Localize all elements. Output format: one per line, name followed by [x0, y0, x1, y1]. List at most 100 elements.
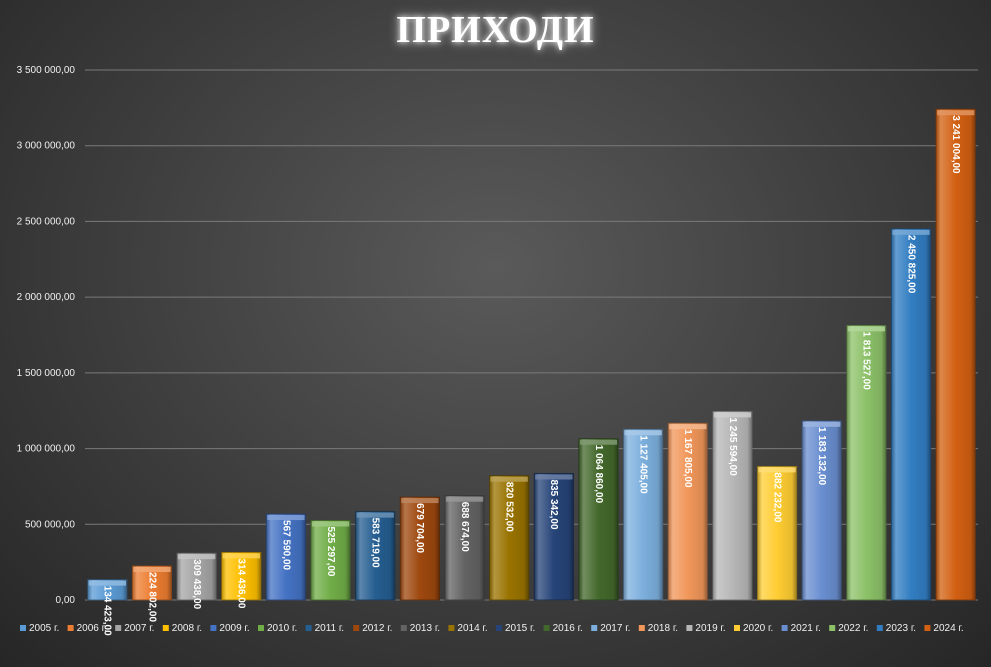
legend-swatch [496, 625, 502, 631]
y-tick-label: 2 000 000,00 [17, 292, 76, 303]
data-label: 882 232,00 [771, 472, 782, 522]
bar-2022г [846, 324, 887, 601]
bar-bevel [490, 476, 528, 482]
bar-2020г [757, 466, 798, 601]
legend-swatch [162, 625, 169, 631]
legend-swatch [353, 625, 360, 631]
bar-2015г [533, 473, 574, 601]
legend: 2005 г. 2006 г. 2007 г. 2008 г. 2009 г. 2010 … [20, 623, 964, 634]
legend-swatch [638, 625, 645, 631]
bar-bevel [401, 498, 439, 504]
bar-2010г [310, 520, 351, 601]
y-tick-label: 3 500 000,00 [17, 65, 76, 76]
y-tick-label: 500 000,00 [25, 519, 75, 530]
legend-swatch [829, 625, 836, 631]
legend-swatch [876, 625, 883, 631]
legend-label: 2024 г. [933, 623, 963, 634]
legend-swatch [305, 625, 312, 631]
legend-swatch [686, 625, 693, 631]
legend-label: 2012 г. [362, 623, 392, 634]
bar-bevel [311, 521, 350, 527]
data-label: 309 438,00 [191, 559, 202, 609]
legend-label: 2009 г. [219, 623, 249, 634]
legend-label: 2020 г. [743, 623, 773, 634]
bar-2014г [489, 475, 530, 601]
data-label: 224 802,00 [146, 572, 157, 622]
bar-bevel [579, 439, 618, 445]
legend-label: 2005 г. [29, 623, 59, 634]
legend-swatch [734, 625, 740, 631]
data-label: 688 674,00 [459, 502, 470, 552]
y-tick-label: 1 500 000,00 [17, 368, 76, 379]
bar-2007г [176, 552, 217, 601]
legend-label: 2006 г. [77, 623, 107, 634]
bar-2009г [265, 513, 306, 601]
data-label: 525 297,00 [325, 526, 336, 576]
data-label: 583 719,00 [370, 518, 381, 568]
legend-swatch [400, 625, 407, 631]
legend-label: 2018 г. [648, 623, 678, 634]
y-tick-label: 2 500 000,00 [17, 216, 76, 227]
legend-swatch [781, 625, 788, 631]
bar-2011г [355, 511, 396, 601]
legend-label: 2017 г. [600, 623, 630, 634]
legend-label: 2011 г. [315, 623, 345, 634]
bar-bevel [222, 553, 260, 559]
legend-label: 2014 г. [457, 623, 487, 634]
legend-label: 2016 г. [553, 623, 583, 634]
bar-2024г [935, 108, 976, 601]
bar-bevel [847, 326, 886, 332]
legend-swatch [258, 625, 264, 631]
legend-swatch [924, 625, 931, 631]
legend-swatch [543, 625, 550, 631]
data-label: 3 241 004,00 [950, 115, 961, 174]
bar-bevel [535, 474, 573, 480]
legend-label: 2021 г. [791, 623, 821, 634]
legend-swatch [20, 625, 26, 631]
bar-2021г [801, 420, 842, 601]
y-tick-label: 0,00 [56, 595, 76, 606]
legend-label: 2023 г. [886, 623, 916, 634]
data-label: 1 127 405,00 [637, 435, 648, 494]
data-label: 1 183 132,00 [816, 427, 827, 486]
data-label: 314 436,00 [236, 558, 247, 608]
chart-title: ПРИХОДИ [396, 9, 595, 51]
bar-bevel [624, 430, 662, 436]
bar-bevel [267, 515, 305, 521]
bar-bevel [803, 421, 841, 427]
data-label: 679 704,00 [414, 503, 425, 553]
bar-bevel [669, 424, 707, 430]
bar-2013г [444, 495, 485, 601]
legend-label: 2022 г. [838, 623, 868, 634]
bar-bevel [713, 412, 752, 418]
y-tick-label: 3 000 000,00 [17, 141, 76, 152]
legend-swatch [67, 625, 74, 631]
bar-2008г [221, 551, 262, 601]
data-label: 1 064 860,00 [593, 445, 604, 504]
data-label: 1 813 527,00 [861, 331, 872, 390]
bar-2018г [667, 422, 708, 601]
bar-bevel [892, 229, 930, 235]
data-label: 1 167 805,00 [682, 429, 693, 488]
bar-bevel [445, 496, 484, 502]
bar-2016г [578, 438, 619, 601]
data-label: 835 342,00 [548, 480, 559, 530]
y-axis: 0,00 500 000,00 1 000 000,00 1 500 000,00 2 … [17, 65, 76, 606]
y-tick-label: 1 000 000,00 [17, 444, 76, 455]
data-labels: 134 423,00 224 802,00 309 438,00 314 436,00… [102, 115, 961, 636]
data-label: 134 423,00 [102, 586, 113, 636]
legend-label: 2015 г. [505, 623, 535, 634]
legend-swatch [591, 625, 598, 631]
bar-bevel [937, 110, 975, 116]
data-label: 567 590,00 [280, 520, 291, 570]
legend-swatch [210, 625, 217, 631]
legend-label: 2013 г. [410, 623, 440, 634]
legend-swatch [448, 625, 455, 631]
data-label: 2 450 825,00 [905, 235, 916, 294]
bar-2012г [399, 496, 440, 601]
bars [87, 108, 976, 601]
legend-label: 2007 г. [124, 623, 154, 634]
bar-2019г [712, 410, 753, 601]
data-label: 1 245 594,00 [727, 417, 738, 476]
